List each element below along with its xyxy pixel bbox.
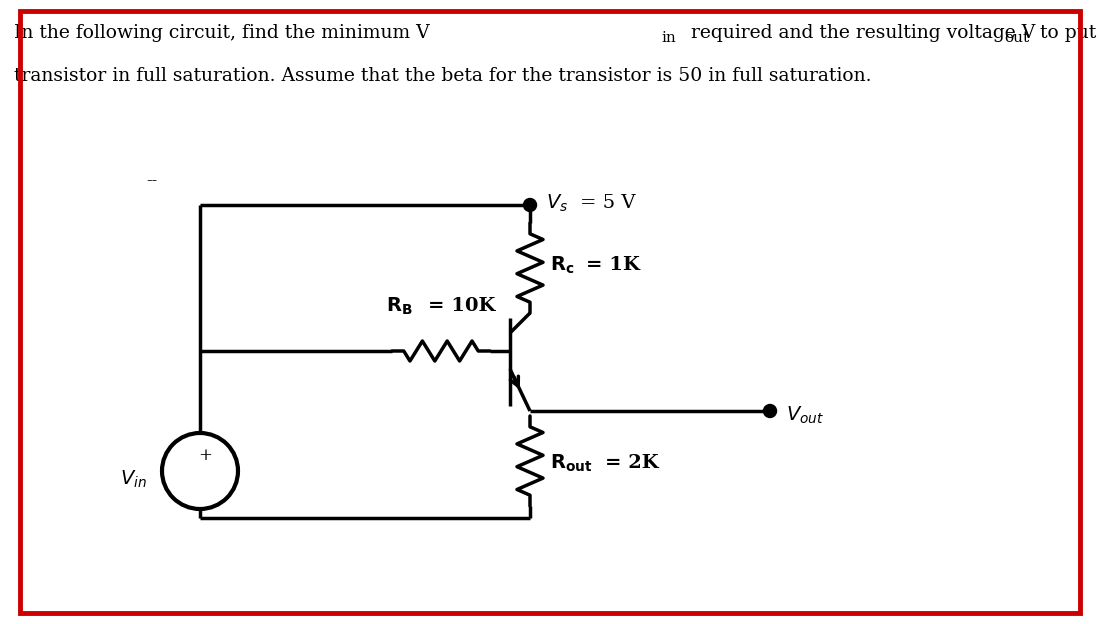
Text: out: out (1004, 31, 1030, 45)
Text: transistor in full saturation. Assume that the beta for the transistor is 50 in : transistor in full saturation. Assume th… (14, 67, 872, 85)
Text: = 10K: = 10K (428, 297, 495, 315)
Text: $\mathbf{R_B}$: $\mathbf{R_B}$ (386, 295, 412, 316)
Text: +: + (198, 447, 212, 464)
Text: = 5 V: = 5 V (580, 194, 636, 212)
Text: $V_{in}$: $V_{in}$ (120, 469, 147, 490)
Text: = 1K: = 1K (586, 256, 640, 274)
Circle shape (524, 198, 537, 212)
Text: $V_{out}$: $V_{out}$ (786, 404, 824, 426)
Text: $V_s$: $V_s$ (546, 192, 569, 213)
Text: $\mathbf{R_{out}}$: $\mathbf{R_{out}}$ (550, 452, 593, 474)
Text: = 2K: = 2K (605, 454, 659, 472)
Text: --: -- (146, 172, 157, 190)
Text: $\mathbf{R_c}$: $\mathbf{R_c}$ (550, 255, 574, 276)
Text: in: in (661, 31, 675, 45)
Text: In the following circuit, find the minimum V: In the following circuit, find the minim… (14, 24, 430, 42)
Text: required and the resulting voltage V: required and the resulting voltage V (685, 24, 1035, 42)
Circle shape (763, 404, 777, 417)
Text: to put the: to put the (1034, 24, 1100, 42)
